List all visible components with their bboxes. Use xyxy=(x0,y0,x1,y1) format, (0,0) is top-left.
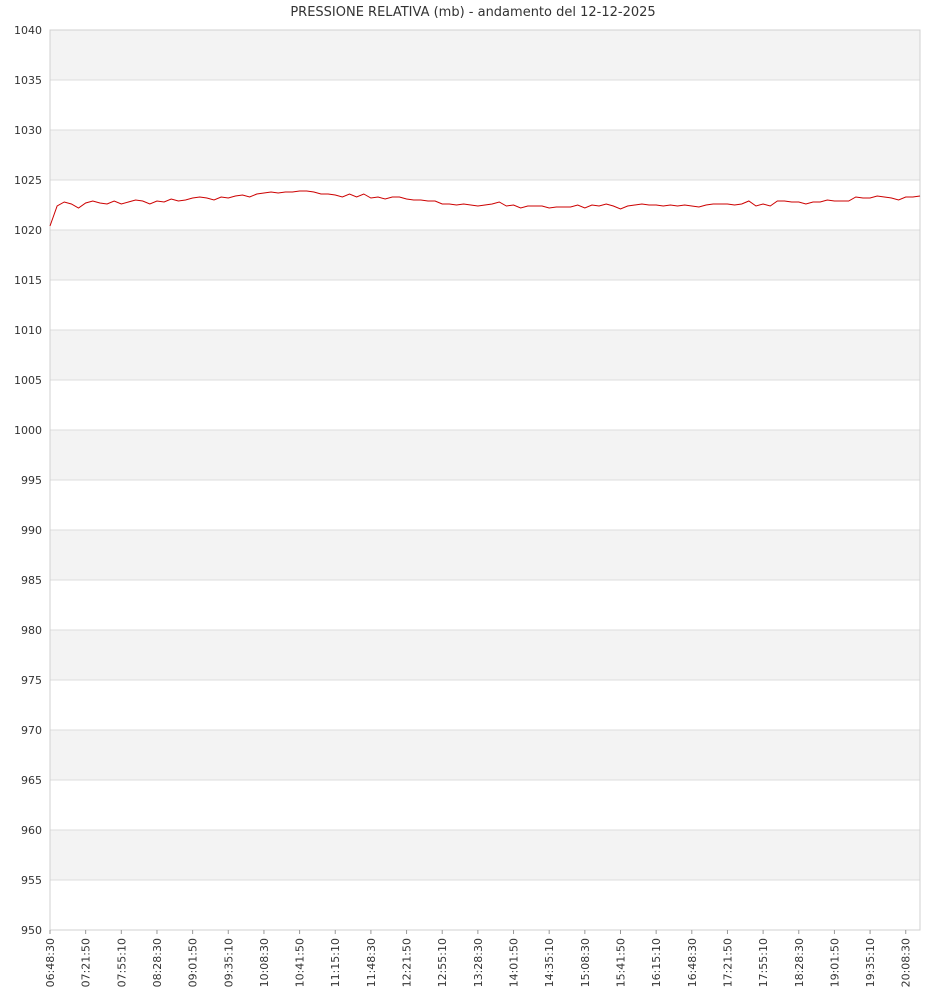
x-tick-label: 13:28:30 xyxy=(472,938,485,987)
grid-band xyxy=(50,430,920,480)
y-tick-label: 1025 xyxy=(14,174,42,187)
x-tick-label: 19:01:50 xyxy=(828,938,841,987)
y-tick-label: 1030 xyxy=(14,124,42,137)
y-tick-label: 960 xyxy=(21,824,42,837)
y-tick-label: 995 xyxy=(21,474,42,487)
x-tick-label: 17:21:50 xyxy=(721,938,734,987)
y-tick-label: 980 xyxy=(21,624,42,637)
x-tick-label: 07:55:10 xyxy=(115,938,128,987)
y-tick-label: 955 xyxy=(21,874,42,887)
x-tick-label: 09:35:10 xyxy=(222,938,235,987)
x-tick-label: 17:55:10 xyxy=(757,938,770,987)
x-tick-label: 11:48:30 xyxy=(365,938,378,987)
grid-band xyxy=(50,730,920,780)
y-tick-label: 965 xyxy=(21,774,42,787)
x-tick-label: 14:35:10 xyxy=(543,938,556,987)
x-tick-label: 12:55:10 xyxy=(436,938,449,987)
x-tick-label: 08:28:30 xyxy=(151,938,164,987)
x-tick-label: 15:41:50 xyxy=(614,938,627,987)
y-tick-label: 1040 xyxy=(14,24,42,37)
y-tick-label: 1010 xyxy=(14,324,42,337)
x-tick-label: 06:48:30 xyxy=(44,938,57,987)
x-tick-label: 16:48:30 xyxy=(686,938,699,987)
y-tick-label: 1000 xyxy=(14,424,42,437)
y-tick-label: 990 xyxy=(21,524,42,537)
plot-frame xyxy=(49,29,921,931)
grid-band xyxy=(50,230,920,280)
x-tick-label: 12:21:50 xyxy=(401,938,414,987)
x-tick-label: 10:41:50 xyxy=(294,938,307,987)
x-tick-label: 20:08:30 xyxy=(900,938,913,987)
x-tick-label: 15:08:30 xyxy=(579,938,592,987)
x-tick-label: 19:35:10 xyxy=(864,938,877,987)
x-tick-label: 16:15:10 xyxy=(650,938,663,987)
grid-band xyxy=(50,630,920,680)
y-tick-label: 1005 xyxy=(14,374,42,387)
grid-band xyxy=(50,30,920,80)
x-tick-label: 14:01:50 xyxy=(508,938,521,987)
y-tick-label: 975 xyxy=(21,674,42,687)
y-tick-label: 985 xyxy=(21,574,42,587)
y-tick-label: 970 xyxy=(21,724,42,737)
y-tick-label: 1035 xyxy=(14,74,42,87)
x-tick-label: 07:21:50 xyxy=(80,938,93,987)
grid-band xyxy=(50,830,920,880)
y-tick-label: 1015 xyxy=(14,274,42,287)
y-tick-label: 950 xyxy=(21,924,42,937)
grid-band xyxy=(50,130,920,180)
x-tick-label: 11:15:10 xyxy=(329,938,342,987)
x-tick-label: 10:08:30 xyxy=(258,938,271,987)
x-tick-label: 18:28:30 xyxy=(793,938,806,987)
x-tick-label: 09:01:50 xyxy=(187,938,200,987)
grid-band xyxy=(50,330,920,380)
chart-title: PRESSIONE RELATIVA (mb) - andamento del … xyxy=(290,5,655,20)
data-line xyxy=(49,190,921,227)
y-tick-label: 1020 xyxy=(14,224,42,237)
grid-band xyxy=(50,530,920,580)
